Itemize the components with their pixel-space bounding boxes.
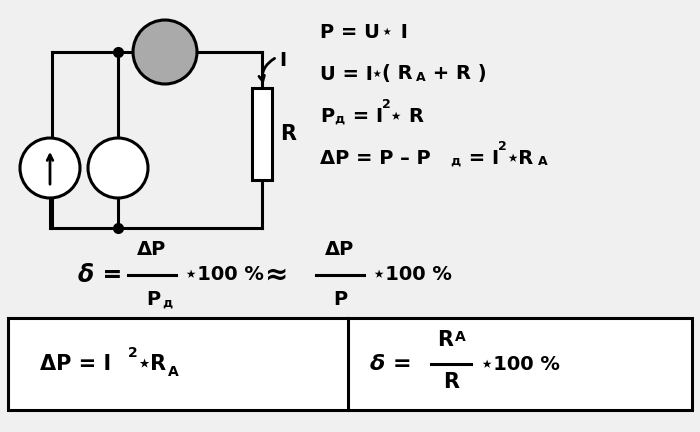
Text: ΔP: ΔP [137, 240, 167, 259]
Text: ( R: ( R [382, 64, 412, 83]
Text: P = U: P = U [320, 22, 386, 41]
Text: = I: = I [462, 149, 499, 168]
Text: A: A [538, 155, 547, 168]
Text: ⋆: ⋆ [382, 23, 393, 41]
Text: A: A [168, 365, 178, 379]
Text: + R ): + R ) [426, 64, 486, 83]
Circle shape [133, 20, 197, 84]
Text: I: I [279, 51, 286, 70]
Bar [252, 88, 272, 180]
Text: ΔP: ΔP [326, 240, 355, 259]
Circle shape [88, 138, 148, 198]
Text: д: д [162, 297, 172, 310]
Text: ≈: ≈ [265, 261, 288, 289]
Text: ⋆R: ⋆R [506, 149, 533, 168]
Text: ⋆ R: ⋆ R [390, 107, 424, 126]
Text: I: I [394, 22, 408, 41]
Circle shape [20, 138, 80, 198]
Text: A: A [416, 71, 426, 84]
Text: ⋆100 %: ⋆100 % [373, 266, 452, 285]
Text: д: д [450, 155, 461, 168]
Text: ⋆: ⋆ [372, 65, 382, 83]
Text: U = I: U = I [320, 64, 373, 83]
Text: V: V [108, 156, 127, 180]
Bar [8, 318, 692, 410]
Text: R: R [443, 372, 459, 392]
Text: д: д [334, 113, 344, 126]
Text: A: A [455, 330, 466, 344]
Text: δ =: δ = [78, 263, 122, 287]
Text: P: P [146, 290, 160, 309]
Text: ΔP = I: ΔP = I [40, 354, 111, 374]
Text: 2: 2 [498, 140, 507, 153]
Text: ⋆100 %: ⋆100 % [185, 266, 264, 285]
Text: 2: 2 [128, 346, 138, 360]
Text: P: P [320, 107, 334, 126]
Text: R: R [437, 330, 453, 350]
Text: P: P [333, 290, 347, 309]
Text: A: A [155, 39, 175, 65]
Text: δ =: δ = [370, 354, 412, 374]
Text: R: R [280, 124, 296, 144]
Text: ⋆R: ⋆R [137, 354, 166, 374]
Text: ⋆100 %: ⋆100 % [481, 355, 560, 374]
Text: 2: 2 [382, 98, 391, 111]
Text: ΔP = P – P: ΔP = P – P [320, 149, 430, 168]
Text: = I: = I [346, 107, 383, 126]
